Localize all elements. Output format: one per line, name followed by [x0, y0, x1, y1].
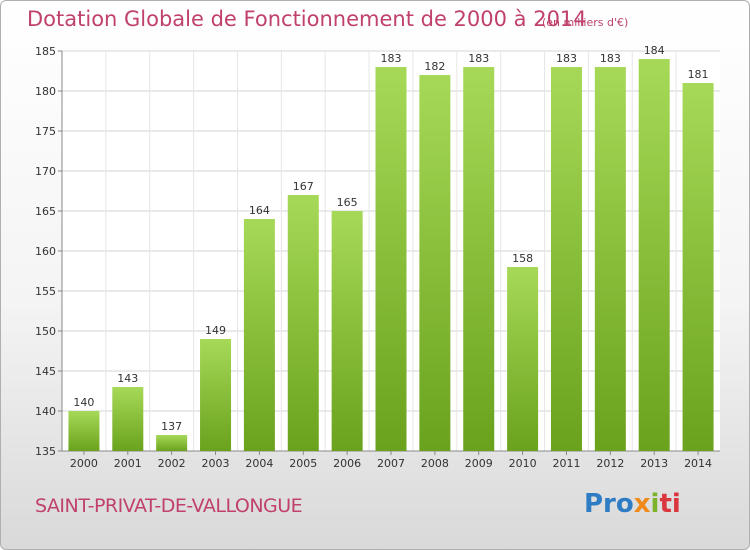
logo-part-3: i [650, 489, 660, 519]
y-tick-label: 160 [35, 245, 56, 258]
y-tick-label: 180 [35, 85, 56, 98]
bar-value-label: 158 [512, 252, 533, 265]
bars [68, 59, 714, 451]
x-tick-label: 2013 [640, 457, 668, 470]
y-tick-label: 170 [35, 165, 56, 178]
bar-value-label: 165 [337, 196, 358, 209]
y-tick-label: 145 [35, 365, 56, 378]
x-tick-label: 2005 [289, 457, 317, 470]
chart-title: Dotation Globale de Fonctionnement de 20… [27, 7, 587, 31]
x-tick-label: 2001 [114, 457, 142, 470]
bar [638, 59, 670, 451]
proxiti-logo: Proxiti [584, 489, 681, 519]
chart-subtitle: (en milliers d'€) [542, 16, 629, 29]
bar [507, 267, 539, 451]
bar-value-label: 183 [556, 52, 577, 65]
logo-part-2: x [633, 489, 651, 519]
y-tick-label: 150 [35, 325, 56, 338]
x-tick-label: 2003 [202, 457, 230, 470]
bar-value-label: 143 [117, 372, 138, 385]
x-tick-label: 2011 [552, 457, 580, 470]
x-tick-label: 2014 [684, 457, 712, 470]
bar-value-label: 183 [600, 52, 621, 65]
bar-value-label: 140 [73, 396, 94, 409]
bar-value-label: 164 [249, 204, 270, 217]
x-tick-label: 2008 [421, 457, 449, 470]
x-tick-label: 2006 [333, 457, 361, 470]
labels: 135 140 145 150 155 160 165 170 175 180 185 140 2000… [35, 44, 712, 470]
x-tick-label: 2010 [509, 457, 537, 470]
bar [200, 339, 232, 451]
y-tick-label: 140 [35, 405, 56, 418]
bar [594, 67, 626, 451]
bar [463, 67, 495, 451]
commune-name: SAINT-PRIVAT-DE-VALLONGUE [35, 495, 303, 517]
bar-value-label: 183 [468, 52, 489, 65]
bar-value-label: 149 [205, 324, 226, 337]
bar [243, 219, 275, 451]
bar-value-label: 137 [161, 420, 182, 433]
bar [112, 387, 144, 451]
y-tick-label: 185 [35, 45, 56, 58]
x-tick-label: 2007 [377, 457, 405, 470]
y-tick-label: 165 [35, 205, 56, 218]
x-tick-label: 2004 [245, 457, 273, 470]
y-tick-label: 135 [35, 445, 56, 458]
bar-value-label: 182 [424, 60, 445, 73]
bar [156, 435, 188, 451]
x-tick-label: 2012 [596, 457, 624, 470]
x-tick-label: 2000 [70, 457, 98, 470]
logo-part-4: ti [659, 489, 681, 519]
bar [68, 411, 100, 451]
y-tick-label: 155 [35, 285, 56, 298]
logo-part-1: Pro [584, 489, 634, 519]
bar-value-label: 167 [293, 180, 314, 193]
x-tick-label: 2002 [158, 457, 186, 470]
bar [331, 211, 363, 451]
bar-value-label: 184 [644, 44, 665, 57]
bar-value-label: 181 [688, 68, 709, 81]
bar [287, 195, 319, 451]
bar-value-label: 183 [381, 52, 402, 65]
bar [682, 83, 714, 451]
bar [419, 75, 451, 451]
y-tick-label: 175 [35, 125, 56, 138]
bar [375, 67, 407, 451]
x-tick-label: 2009 [465, 457, 493, 470]
bar [550, 67, 582, 451]
